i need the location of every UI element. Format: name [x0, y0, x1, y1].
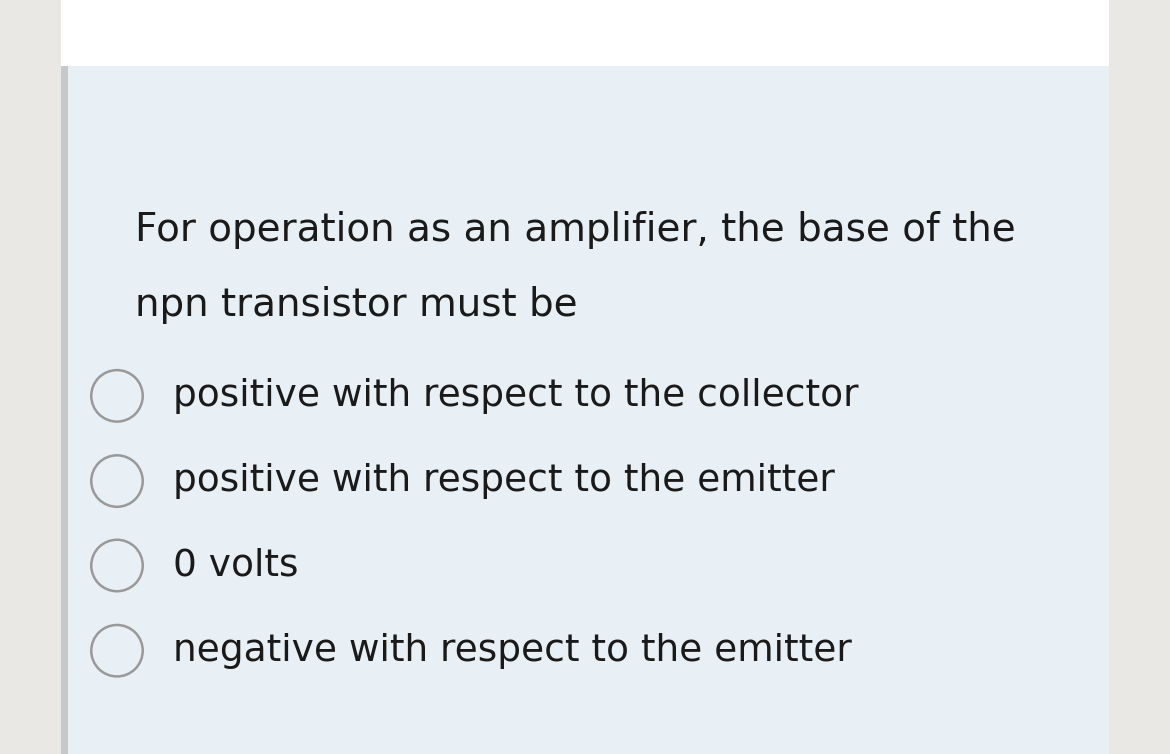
Text: positive with respect to the emitter: positive with respect to the emitter: [173, 463, 835, 499]
FancyBboxPatch shape: [61, 0, 1109, 754]
Ellipse shape: [91, 455, 143, 507]
Ellipse shape: [91, 540, 143, 591]
Ellipse shape: [91, 625, 143, 676]
Text: positive with respect to the collector: positive with respect to the collector: [173, 378, 859, 414]
Text: 0 volts: 0 volts: [173, 547, 298, 584]
Text: negative with respect to the emitter: negative with respect to the emitter: [173, 633, 852, 669]
Ellipse shape: [91, 370, 143, 421]
FancyBboxPatch shape: [61, 0, 1109, 66]
Text: For operation as an amplifier, the base of the: For operation as an amplifier, the base …: [135, 211, 1016, 249]
Text: npn transistor must be: npn transistor must be: [135, 287, 577, 324]
FancyBboxPatch shape: [61, 66, 68, 754]
